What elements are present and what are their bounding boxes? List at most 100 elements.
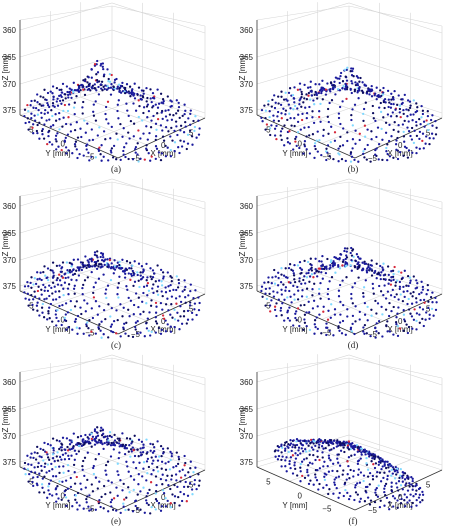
data-point [336, 457, 339, 460]
z-tick-label: 365 [3, 229, 17, 238]
data-point [108, 258, 112, 262]
data-point [318, 83, 321, 86]
data-point [34, 458, 38, 461]
data-point [82, 154, 85, 157]
data-point [113, 433, 116, 437]
data-point [319, 297, 322, 300]
data-point [119, 303, 122, 306]
data-point [393, 121, 396, 124]
data-point [265, 123, 269, 126]
data-point [88, 509, 91, 512]
data-point [112, 266, 115, 270]
data-point [399, 474, 402, 477]
data-point [23, 285, 27, 288]
data-point [428, 313, 431, 316]
data-point [171, 316, 174, 319]
data-point [405, 323, 408, 326]
data-point [147, 289, 151, 292]
data-point [76, 258, 80, 261]
data-point [303, 83, 306, 87]
data-point [274, 455, 277, 458]
data-point [170, 478, 173, 481]
data-point [188, 482, 192, 485]
data-point [305, 295, 308, 298]
data-point [130, 450, 133, 453]
data-point [134, 325, 137, 329]
data-point [147, 465, 151, 469]
data-point [26, 468, 29, 471]
data-point [309, 257, 312, 260]
data-point [60, 88, 63, 91]
data-point [54, 298, 58, 301]
grid-lines [19, 2, 206, 146]
data-point [276, 458, 280, 461]
data-point [330, 99, 334, 102]
data-point [55, 86, 59, 90]
data-point [421, 490, 424, 494]
data-point [419, 501, 422, 504]
data-point [157, 326, 161, 330]
data-point [302, 101, 305, 104]
data-point [296, 88, 300, 91]
data-point [175, 275, 178, 278]
data-point [110, 151, 113, 154]
data-point [64, 452, 67, 455]
data-point [33, 99, 36, 102]
data-point [186, 485, 190, 488]
data-point [411, 295, 414, 298]
data-point [121, 432, 124, 435]
data-point [63, 316, 66, 320]
data-point [92, 103, 95, 106]
data-point [332, 492, 335, 495]
data-point [40, 306, 44, 309]
data-point [66, 449, 70, 452]
data-point [73, 88, 77, 92]
data-point [197, 308, 201, 312]
data-point [139, 274, 142, 277]
data-point [46, 463, 50, 466]
data-point [132, 488, 135, 492]
data-point [83, 474, 86, 478]
data-point [341, 473, 344, 476]
data-point [35, 482, 39, 485]
data-point [154, 320, 158, 323]
data-point [280, 458, 283, 462]
data-point [352, 469, 355, 473]
data-point [133, 82, 136, 85]
data-point [30, 112, 33, 115]
data-point [365, 456, 368, 460]
data-point [391, 96, 395, 100]
data-point [311, 294, 314, 297]
z-grid-line [19, 205, 206, 237]
data-point [351, 82, 354, 85]
data-point [357, 264, 361, 268]
data-point [427, 300, 430, 303]
data-point [387, 98, 390, 101]
data-point [146, 96, 149, 100]
data-point [399, 293, 402, 296]
data-point [346, 308, 349, 311]
data-point [185, 322, 188, 325]
data-point [391, 111, 394, 114]
data-point [264, 128, 267, 131]
data-point [116, 85, 119, 88]
data-point [146, 492, 149, 495]
data-point [400, 474, 404, 478]
data-point [270, 282, 273, 285]
data-point [60, 266, 64, 269]
data-point [107, 336, 110, 339]
data-point [101, 62, 105, 65]
data-point [344, 159, 347, 163]
data-point [46, 318, 49, 321]
data-point [392, 102, 395, 106]
data-point [76, 491, 80, 495]
data-point [311, 288, 314, 291]
data-point [70, 454, 73, 457]
data-point [353, 158, 356, 162]
data-point [109, 278, 113, 282]
data-point [28, 120, 31, 124]
data-point [76, 88, 80, 91]
data-point [381, 313, 384, 316]
data-point [395, 323, 398, 326]
x-tick-label: 5 [426, 128, 431, 137]
